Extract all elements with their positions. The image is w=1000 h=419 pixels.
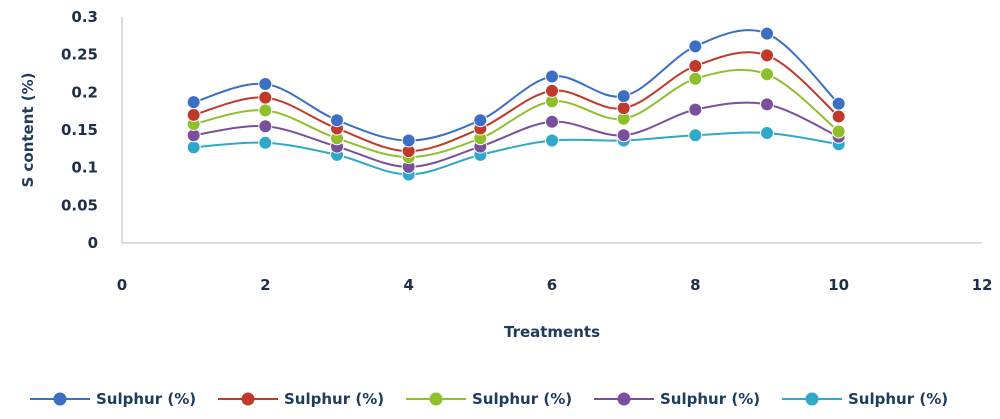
data-point	[760, 67, 774, 82]
data-point	[616, 101, 631, 116]
data-point	[760, 126, 774, 141]
x-tick-label: 12	[972, 276, 993, 294]
x-tick-label: 0	[117, 276, 127, 294]
x-tick-label: 6	[547, 276, 557, 294]
data-point	[186, 107, 201, 122]
data-point	[688, 71, 703, 86]
legend-marker	[617, 392, 631, 406]
data-point	[688, 128, 703, 143]
series-2	[186, 48, 846, 159]
legend-marker	[241, 392, 255, 406]
series-3	[186, 67, 846, 165]
data-point	[688, 58, 703, 73]
legend-label: Sulphur (%)	[96, 390, 196, 408]
data-point	[545, 133, 559, 148]
legend-label: Sulphur (%)	[660, 390, 760, 408]
x-tick-label: 10	[828, 276, 849, 294]
legend-label: Sulphur (%)	[284, 390, 384, 408]
data-point	[401, 133, 416, 148]
data-point	[186, 140, 201, 155]
data-point	[545, 69, 559, 84]
series-5	[186, 126, 846, 182]
y-tick-label: 0.2	[71, 83, 98, 101]
data-point	[760, 97, 774, 112]
series-4	[186, 97, 846, 174]
y-axis-title: S content (%)	[19, 72, 37, 187]
y-tick-label: 0.3	[71, 8, 98, 26]
y-tick-label: 0.05	[61, 196, 98, 214]
series-group	[186, 26, 846, 182]
legend: Sulphur (%) Sulphur (%) Sulphur (%) Sulphur…	[30, 390, 948, 408]
data-point	[258, 119, 273, 134]
legend-marker	[53, 392, 67, 406]
series-line	[193, 29, 840, 142]
legend-label: Sulphur (%)	[848, 390, 948, 408]
data-point	[545, 114, 559, 129]
data-point	[473, 113, 488, 128]
data-point	[831, 109, 846, 124]
data-point	[545, 83, 559, 98]
data-point	[616, 89, 631, 104]
series-line	[193, 131, 839, 176]
legend-label: Sulphur (%)	[472, 390, 572, 408]
legend-item: Sulphur (%)	[406, 390, 572, 408]
legend-item: Sulphur (%)	[594, 390, 760, 408]
data-point	[831, 96, 846, 111]
x-tick-label: 4	[403, 276, 413, 294]
data-point	[616, 128, 631, 143]
data-point	[760, 48, 774, 63]
legend-marker	[805, 392, 819, 406]
y-tick-label: 0	[88, 234, 98, 252]
x-axis-title: Treatments	[504, 323, 600, 341]
data-point	[330, 113, 344, 128]
legend-item: Sulphur (%)	[30, 390, 196, 408]
series-line	[193, 101, 840, 168]
y-tick-labels: 0 0.05 0.1 0.15 0.2 0.25 0.3	[61, 8, 98, 252]
series-1	[186, 26, 846, 148]
data-point	[258, 135, 273, 150]
axes	[121, 17, 982, 244]
legend-item: Sulphur (%)	[218, 390, 384, 408]
data-point	[760, 26, 774, 41]
data-point	[258, 90, 273, 105]
x-tick-label: 2	[260, 276, 270, 294]
data-point	[688, 39, 703, 54]
data-point	[831, 124, 846, 139]
data-point	[258, 77, 273, 92]
y-tick-label: 0.15	[61, 121, 98, 139]
series-line	[193, 68, 840, 159]
y-tick-label: 0.1	[71, 159, 98, 177]
x-tick-labels: 0 2 4 6 8 10 12	[117, 276, 993, 294]
x-tick-label: 8	[690, 276, 700, 294]
legend-marker	[429, 392, 443, 406]
legend-item: Sulphur (%)	[782, 390, 948, 408]
series-line	[193, 51, 840, 153]
data-point	[258, 103, 273, 118]
y-tick-label: 0.25	[61, 46, 98, 64]
data-point	[186, 95, 201, 110]
data-point	[688, 102, 703, 117]
